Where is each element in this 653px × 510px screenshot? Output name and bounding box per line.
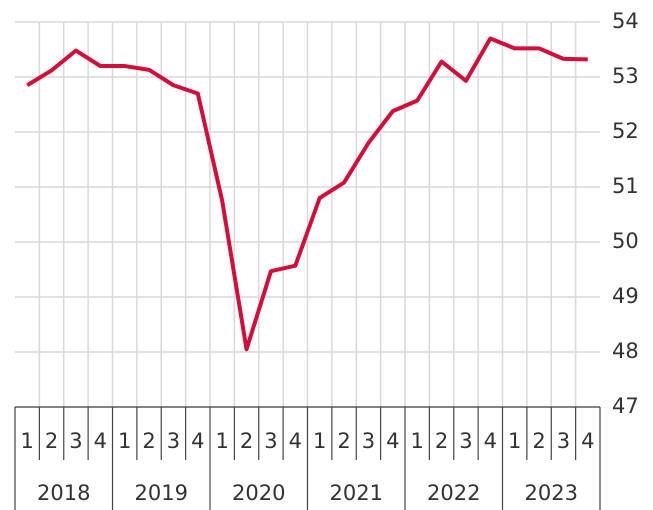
- y-tick-label: 52: [612, 119, 639, 143]
- x-tick-label: 2: [337, 429, 350, 453]
- y-tick-label: 47: [612, 394, 639, 418]
- x-tick-label: 3: [69, 429, 82, 453]
- y-tick-label: 51: [612, 174, 639, 198]
- x-group-label: 2023: [525, 481, 578, 505]
- x-tick-label: 3: [264, 429, 277, 453]
- x-group-label: 2020: [232, 481, 285, 505]
- x-tick-label: 4: [191, 429, 204, 453]
- y-tick-label: 53: [612, 64, 639, 88]
- x-group-label: 2022: [427, 481, 480, 505]
- x-tick-label: 1: [216, 429, 229, 453]
- y-tick-label: 54: [612, 9, 639, 33]
- x-tick-label: 3: [557, 429, 570, 453]
- y-tick-label: 48: [612, 339, 639, 363]
- x-tick-label: 2: [532, 429, 545, 453]
- x-tick-label: 1: [313, 429, 326, 453]
- x-tick-label: 2: [435, 429, 448, 453]
- y-tick-label: 49: [612, 284, 639, 308]
- x-tick-label: 3: [459, 429, 472, 453]
- x-tick-label: 1: [411, 429, 424, 453]
- x-tick-label: 4: [289, 429, 302, 453]
- x-tick-label: 3: [362, 429, 375, 453]
- x-group-label: 2019: [135, 481, 188, 505]
- line: [26, 36, 588, 352]
- x-tick-label: 1: [118, 429, 131, 453]
- x-tick-label: 4: [386, 429, 399, 453]
- x-tick-label: 4: [581, 429, 594, 453]
- x-tick-label: 2: [240, 429, 253, 453]
- x-tick-label: 3: [167, 429, 180, 453]
- x-group-label: 2021: [330, 481, 383, 505]
- x-tick-label: 2: [142, 429, 155, 453]
- x-tick-label: 2: [45, 429, 58, 453]
- x-tick-label: 1: [21, 429, 34, 453]
- y-tick-label: 50: [612, 229, 639, 253]
- x-tick-label: 1: [508, 429, 521, 453]
- x-tick-label: 4: [94, 429, 107, 453]
- x-tick-label: 4: [484, 429, 497, 453]
- x-group-label: 2018: [37, 481, 90, 505]
